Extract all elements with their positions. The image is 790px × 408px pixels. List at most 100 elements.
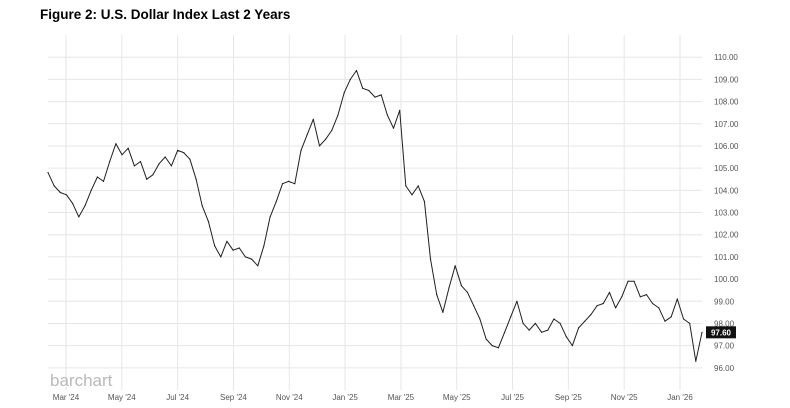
barchart-logo: barchart bbox=[50, 371, 113, 390]
data-point bbox=[355, 69, 358, 72]
x-axis: Mar '24 May '24 Jul '24 Sep '24 Nov '24 Jan '… bbox=[53, 393, 694, 402]
last-value-tag-bg bbox=[706, 326, 736, 339]
data-point bbox=[214, 245, 216, 247]
data-point bbox=[374, 96, 376, 98]
data-point bbox=[207, 220, 209, 222]
data-point bbox=[460, 285, 462, 287]
data-point bbox=[115, 143, 117, 145]
data-point bbox=[312, 118, 314, 120]
data-point bbox=[195, 178, 197, 180]
data-point bbox=[411, 194, 413, 196]
y-tick-label: 103.00 bbox=[714, 209, 739, 218]
data-point bbox=[417, 185, 419, 187]
data-point bbox=[226, 240, 228, 242]
data-point bbox=[78, 216, 80, 218]
data-point bbox=[331, 129, 333, 131]
data-point bbox=[220, 256, 222, 258]
data-point bbox=[522, 322, 524, 324]
chart-grid bbox=[48, 35, 702, 390]
data-point bbox=[263, 245, 265, 247]
data-point bbox=[127, 147, 129, 149]
x-tick-label: Jan '25 bbox=[332, 393, 358, 402]
data-point bbox=[343, 92, 345, 94]
data-point bbox=[454, 265, 456, 267]
y-tick-label: 97.00 bbox=[714, 342, 735, 351]
data-point bbox=[645, 294, 648, 296]
data-point bbox=[442, 311, 444, 313]
data-point bbox=[479, 318, 481, 320]
x-tick-label: May '25 bbox=[443, 393, 471, 402]
data-point bbox=[553, 318, 555, 320]
data-point bbox=[177, 149, 179, 151]
data-point bbox=[590, 314, 592, 316]
data-point bbox=[423, 200, 425, 202]
y-tick-label: 109.00 bbox=[714, 75, 739, 84]
data-point bbox=[682, 318, 685, 320]
data-point bbox=[701, 331, 703, 333]
data-point bbox=[72, 203, 74, 205]
data-point bbox=[152, 174, 154, 176]
data-point bbox=[53, 185, 55, 187]
series-points bbox=[47, 69, 703, 362]
data-point bbox=[497, 347, 499, 349]
data-point bbox=[325, 138, 327, 140]
data-point bbox=[621, 296, 623, 298]
data-point bbox=[448, 287, 450, 289]
data-point bbox=[257, 265, 259, 267]
data-point bbox=[349, 78, 351, 80]
data-point bbox=[170, 165, 172, 167]
data-point bbox=[602, 302, 604, 305]
data-point bbox=[504, 331, 506, 333]
data-point bbox=[362, 87, 364, 89]
data-point bbox=[201, 205, 203, 207]
x-tick-label: May '24 bbox=[108, 393, 136, 402]
last-value-label: 97.60 bbox=[711, 328, 732, 337]
data-point bbox=[275, 200, 277, 202]
x-tick-label: Sep '25 bbox=[555, 393, 582, 402]
data-point bbox=[47, 172, 49, 174]
data-point bbox=[139, 160, 142, 163]
data-point bbox=[429, 258, 432, 260]
y-tick-label: 99.00 bbox=[714, 297, 735, 306]
data-point bbox=[528, 329, 530, 331]
data-point bbox=[689, 322, 691, 324]
figure-title: Figure 2: U.S. Dollar Index Last 2 Years bbox=[40, 7, 291, 22]
data-point bbox=[318, 145, 321, 147]
data-point bbox=[281, 183, 284, 185]
data-point bbox=[405, 185, 407, 187]
data-point bbox=[578, 327, 580, 329]
data-point bbox=[96, 176, 98, 178]
data-point bbox=[485, 338, 487, 340]
data-point bbox=[109, 160, 111, 163]
data-point bbox=[133, 165, 135, 167]
data-point bbox=[633, 280, 635, 282]
data-point bbox=[392, 127, 395, 129]
data-point bbox=[596, 305, 598, 307]
data-point bbox=[639, 296, 641, 298]
data-point bbox=[300, 149, 302, 151]
data-point bbox=[695, 360, 697, 362]
data-point bbox=[244, 256, 246, 258]
data-point bbox=[59, 191, 61, 194]
y-tick-label: 105.00 bbox=[714, 164, 739, 173]
data-point bbox=[541, 331, 543, 333]
data-point bbox=[559, 322, 561, 324]
data-point bbox=[84, 205, 86, 207]
data-point bbox=[516, 300, 518, 302]
data-point bbox=[158, 163, 160, 165]
x-tick-label: Jan '26 bbox=[667, 393, 693, 402]
y-tick-label: 106.00 bbox=[714, 142, 739, 151]
data-point bbox=[238, 247, 240, 249]
data-point bbox=[664, 320, 666, 322]
data-point bbox=[306, 134, 308, 136]
y-tick-label: 101.00 bbox=[714, 253, 739, 262]
data-point bbox=[676, 298, 678, 300]
y-axis: 96.00 97.00 98.00 99.00 100.00 101.00 102.00 10… bbox=[714, 53, 739, 373]
data-point bbox=[658, 307, 660, 309]
data-point bbox=[90, 189, 92, 191]
data-point bbox=[102, 180, 105, 182]
y-tick-label: 107.00 bbox=[714, 120, 739, 129]
data-point bbox=[269, 216, 271, 218]
x-tick-label: Sep '24 bbox=[220, 393, 247, 402]
